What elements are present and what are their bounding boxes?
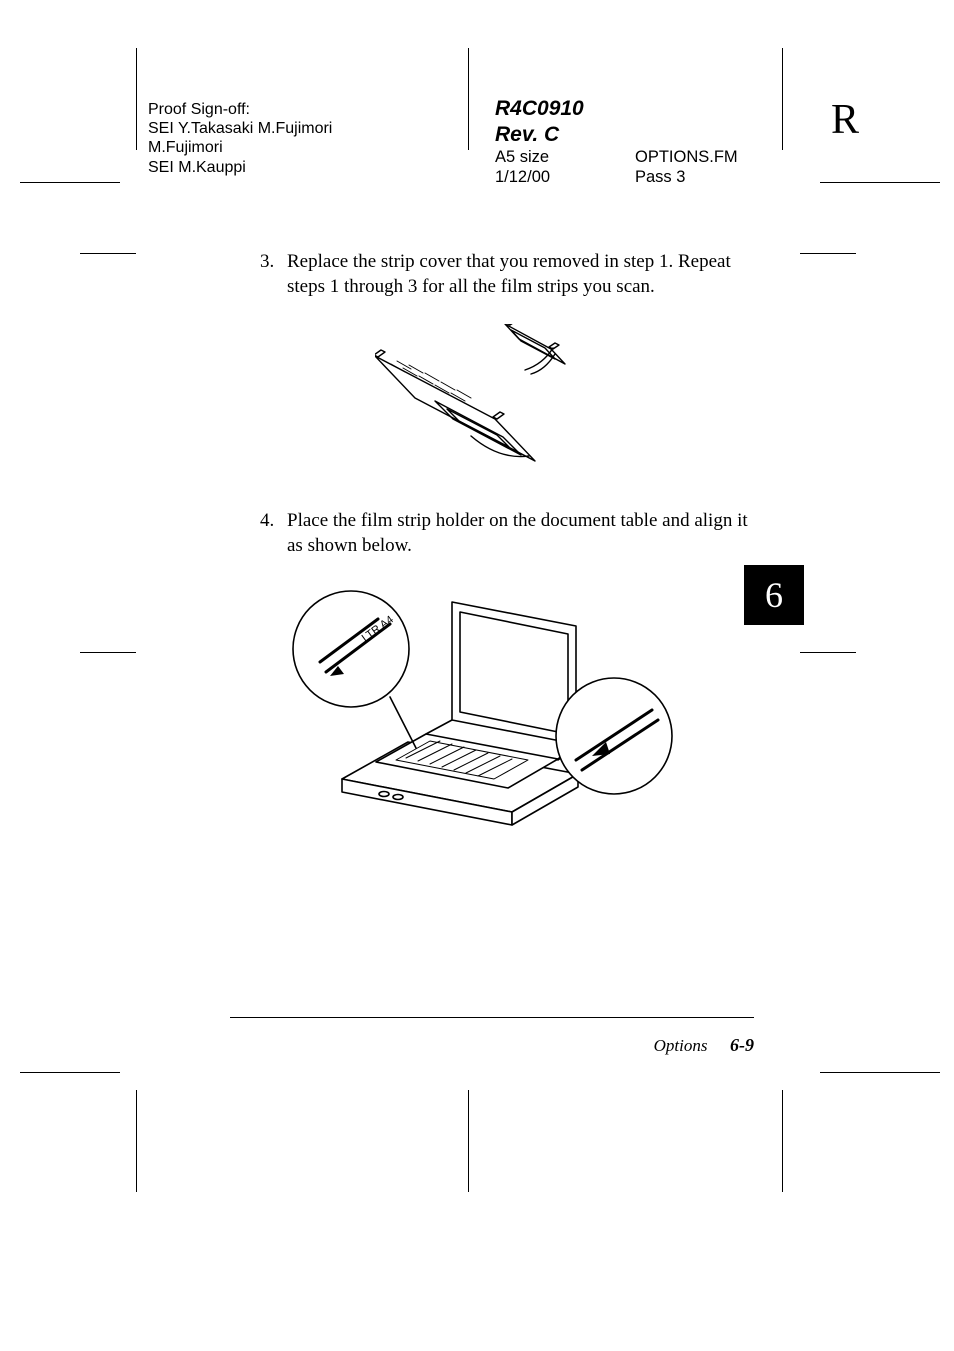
figure-scanner-alignment: LTR A4 xyxy=(280,584,675,829)
header: Proof Sign-off: SEI Y.Takasaki M.Fujimor… xyxy=(0,48,954,183)
proof-signoff-block: Proof Sign-off: SEI Y.Takasaki M.Fujimor… xyxy=(148,100,332,177)
step-4-text: Place the film strip holder on the docum… xyxy=(287,509,754,558)
body: 3. Replace the strip cover that you remo… xyxy=(0,250,954,869)
footer-vline-right xyxy=(782,1090,783,1192)
step-3-number: 3. xyxy=(260,250,287,299)
doc-pass: Pass 3 xyxy=(635,167,685,187)
figure-film-strip-holder xyxy=(375,324,580,469)
step-4: 4. Place the film strip holder on the do… xyxy=(260,509,754,558)
footer-hline-left xyxy=(20,1072,120,1073)
signoff-line-3: SEI M.Kauppi xyxy=(148,158,332,177)
footer-vline-left xyxy=(136,1090,137,1192)
signoff-line-1: SEI Y.Takasaki M.Fujimori xyxy=(148,119,332,138)
proof-label: Proof Sign-off: xyxy=(148,100,332,119)
footer-section: Options xyxy=(654,1036,708,1055)
page-side-letter: R xyxy=(831,96,859,144)
doc-meta-block: R4C0910 Rev. C A5 size OPTIONS.FM 1/12/0… xyxy=(495,96,738,187)
doc-date: 1/12/00 xyxy=(495,167,635,187)
doc-id: R4C0910 xyxy=(495,96,738,122)
doc-size: A5 size xyxy=(495,147,635,167)
doc-filename: OPTIONS.FM xyxy=(635,147,738,167)
signoff-line-2: M.Fujimori xyxy=(148,138,332,157)
footer-page: 6-9 xyxy=(730,1035,754,1055)
doc-rev: Rev. C xyxy=(495,122,738,148)
step-4-number: 4. xyxy=(260,509,287,558)
footer-vline-mid xyxy=(468,1090,469,1192)
step-3-text: Replace the strip cover that you removed… xyxy=(287,250,754,299)
footer-hline-right xyxy=(820,1072,940,1073)
footer-rule xyxy=(230,1017,754,1018)
footer: Options 6-9 xyxy=(230,1035,754,1056)
step-3: 3. Replace the strip cover that you remo… xyxy=(260,250,754,299)
chapter-badge: 6 xyxy=(744,565,804,625)
